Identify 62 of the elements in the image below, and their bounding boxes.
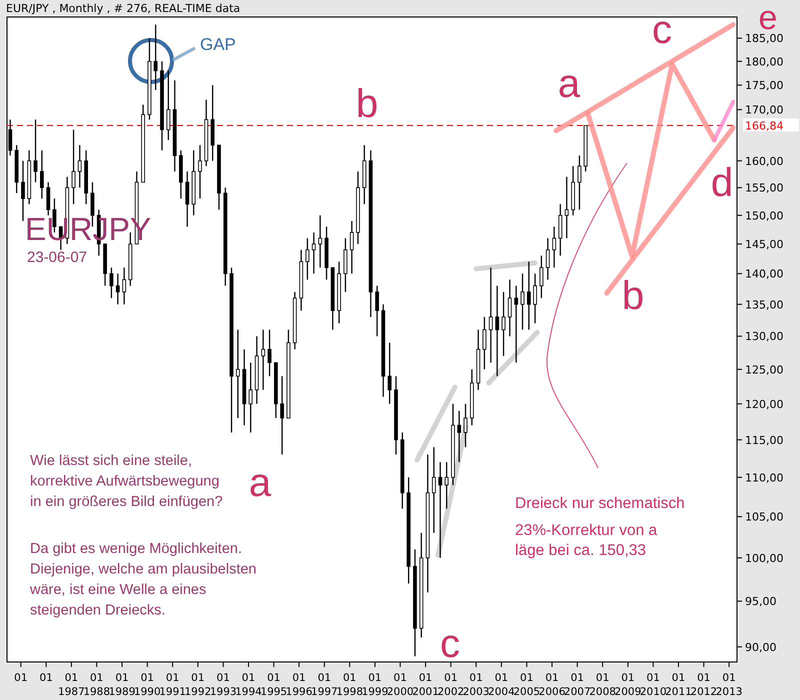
y-tick-label: 170,00	[745, 104, 784, 117]
annotation: Wie lässt sich eine steile, korrektive Aufwärtsbewegung in ein größeres Bild einfügen?	[30, 453, 223, 510]
x-tick-label: 01 2005	[513, 672, 540, 698]
annotation: Da gibt es wenige Möglichkeiten. Diejenige, welche am plausibelsten wäre, ist eine Welle a eines steigenden Dreiecks.	[29, 541, 256, 618]
x-tick-label: 01 1990	[134, 672, 161, 698]
y-tick-label: 180,00	[745, 55, 784, 68]
x-tick-label: 01 2012	[690, 672, 718, 698]
annotation: c	[652, 8, 672, 52]
x-tick-label: 01 1994	[235, 672, 262, 698]
x-tick-label: 01 2008	[589, 672, 616, 698]
x-tick-label: 01 2002	[437, 672, 464, 698]
ref-line-label: 166,84	[745, 119, 784, 132]
annotation: d	[710, 160, 734, 205]
y-tick-label: 150,00	[745, 209, 784, 222]
y-tick-label: 135,00	[745, 298, 784, 312]
annotation: GAP	[200, 35, 236, 54]
x-tick-label: 01 2011	[665, 672, 692, 698]
annotation: b	[622, 274, 644, 318]
x-tick-label: 01 2001	[412, 672, 439, 698]
x-tick-label: 01	[14, 672, 28, 684]
y-tick-label: 155,00	[745, 182, 784, 195]
x-tick-label: 01 1998	[336, 672, 364, 698]
annotation: c	[440, 622, 460, 666]
x-tick-label: 01 1997	[311, 672, 338, 698]
x-tick-label: 01 1987	[58, 672, 85, 698]
chart-title: EUR/JPY , Monthly , # 276, REAL-TIME data	[6, 2, 240, 15]
x-tick-label: 01 1999	[362, 672, 388, 698]
y-tick-label: 145,00	[745, 238, 784, 251]
annotation: a	[248, 460, 272, 505]
x-tick-label: 01 2000	[386, 672, 414, 698]
y-tick-label: 130,00	[745, 330, 784, 344]
x-tick-label: 01 2007	[564, 672, 591, 698]
annotation: 23-06-07	[27, 249, 88, 266]
x-tick-label: 01 2013	[716, 672, 742, 698]
x-tick-label: 01 1996	[286, 672, 313, 698]
y-tick-label: 120,00	[745, 398, 784, 411]
annotation: 23%-Korrektur von a läge bei ca. 150,33	[515, 522, 658, 559]
x-tick-label: 01 1991	[159, 672, 186, 698]
y-tick-label: 140,00	[745, 268, 784, 281]
x-tick-label: 01 2006	[538, 672, 566, 698]
annotation: Dreieck nur schematisch	[515, 495, 685, 512]
annotation: a	[558, 62, 581, 106]
annotation: b	[356, 82, 378, 126]
y-tick-label: 110,00	[745, 471, 784, 484]
y-tick-label: 90,00	[745, 640, 776, 654]
y-tick-label: 115,00	[745, 434, 784, 447]
x-tick-label: 01 1989	[108, 672, 136, 698]
y-tick-label: 105,00	[745, 510, 784, 524]
x-tick-label: 01 2010	[640, 672, 667, 698]
x-tick-label: 01 1992	[184, 672, 212, 698]
y-tick-label: 160,00	[745, 154, 784, 168]
y-tick-label: 125,00	[745, 363, 784, 376]
y-tick-label: 100,00	[745, 552, 784, 565]
y-tick-label: 95,00	[745, 595, 776, 608]
x-tick-label: 01 1995	[260, 672, 288, 698]
y-tick-label: 175,00	[745, 79, 784, 92]
x-tick-label: 01	[39, 672, 53, 684]
x-tick-label: 01 2009	[614, 672, 642, 698]
x-tick-label: 01 2003	[462, 672, 490, 698]
x-tick-label: 01 2004	[488, 672, 516, 698]
x-tick-label: 01 1988	[83, 672, 110, 698]
x-tick-label: 01 1993	[210, 672, 237, 698]
